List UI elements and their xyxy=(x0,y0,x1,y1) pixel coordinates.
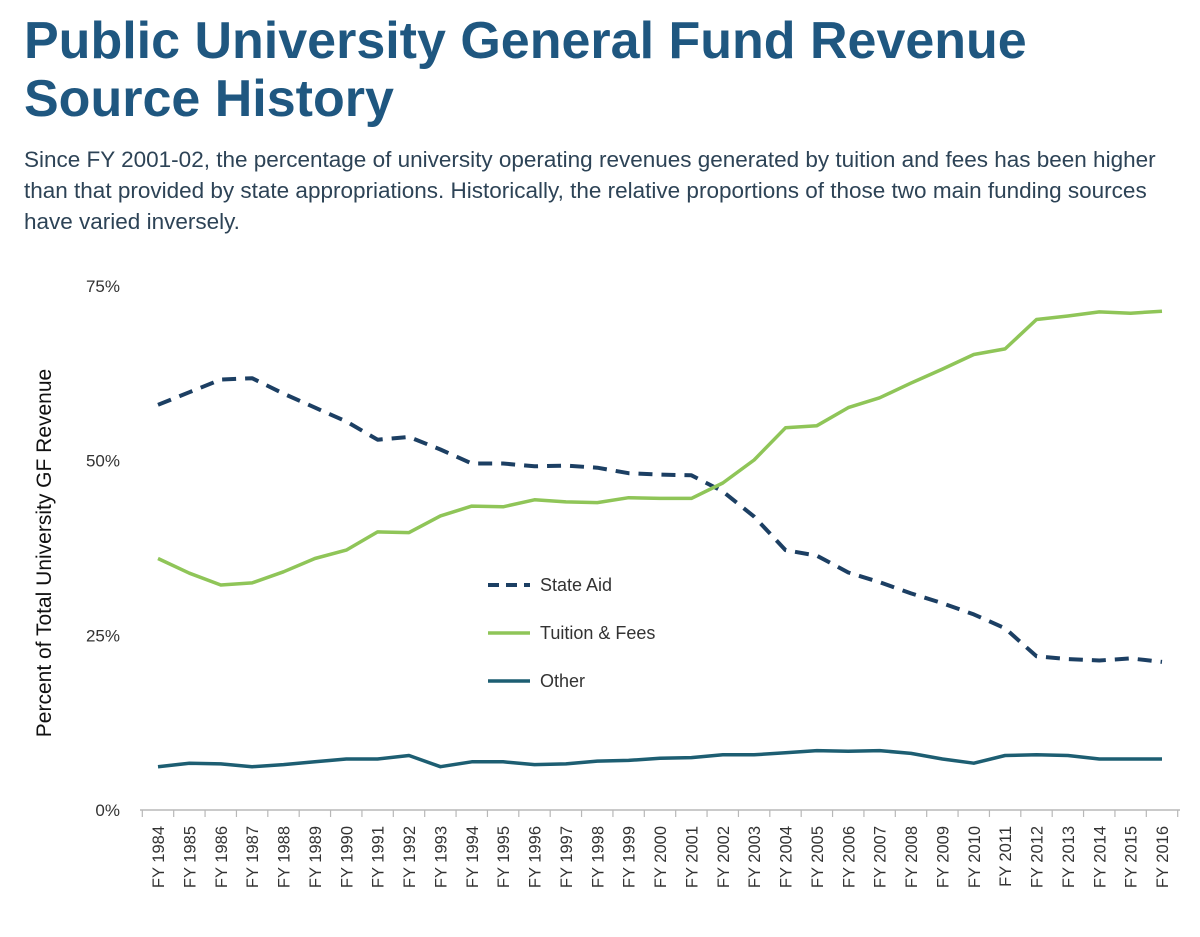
x-tick-label: FY 1990 xyxy=(338,826,356,888)
x-tick-label: FY 2014 xyxy=(1091,826,1109,888)
x-tick-label: FY 1988 xyxy=(276,826,294,888)
chart-series-layer xyxy=(157,309,1163,769)
x-tick-label: FY 2013 xyxy=(1060,826,1078,888)
x-tick-label: FY 2001 xyxy=(683,826,701,888)
x-tick-label: FY 2010 xyxy=(966,826,984,888)
x-tick-label: FY 1994 xyxy=(464,826,482,888)
x-tick-label: FY 1999 xyxy=(621,826,639,888)
x-tick-label: FY 1991 xyxy=(370,826,388,888)
x-tick-label: FY 2015 xyxy=(1123,826,1141,888)
legend-label-other: Other xyxy=(540,671,585,691)
legend-label-tuition-fees: Tuition & Fees xyxy=(540,623,655,643)
y-axis-label: Percent of Total University GF Revenue xyxy=(33,369,56,737)
series-line-state-aid xyxy=(157,376,1163,664)
series-line-tuition-fees xyxy=(157,309,1163,587)
y-tick-label: 75% xyxy=(86,277,120,296)
x-tick-label: FY 2012 xyxy=(1029,826,1047,888)
y-tick-label: 50% xyxy=(86,452,120,471)
x-tick-label: FY 1986 xyxy=(213,826,231,888)
x-tick-label: FY 2016 xyxy=(1154,826,1172,888)
x-tick-label: FY 2011 xyxy=(997,826,1015,887)
y-tick-label: 25% xyxy=(86,626,120,645)
chart-legend: State Aid Tuition & Fees Other xyxy=(488,575,655,691)
x-tick-label: FY 2003 xyxy=(746,826,764,888)
x-tick-label: FY 1987 xyxy=(244,826,262,888)
x-tick-label: FY 2008 xyxy=(903,826,921,888)
x-tick-label: FY 1992 xyxy=(401,826,419,888)
legend-label-state-aid: State Aid xyxy=(540,575,612,595)
chart-axes: FY 1984 FY 1985 FY 1986 FY 1987 FY 1988 FY 19… xyxy=(33,277,1180,888)
page-subtitle: Since FY 2001-02, the percentage of univ… xyxy=(24,147,1156,234)
page-title: Public University General Fund Revenue S… xyxy=(24,12,1027,128)
x-tick-label: FY 2006 xyxy=(840,826,858,888)
x-tick-label: FY 2007 xyxy=(872,826,890,888)
x-tick-label: FY 2005 xyxy=(809,826,827,888)
x-tick-label: FY 1993 xyxy=(432,826,450,888)
series-line-other xyxy=(157,748,1162,769)
x-tick-label: FY 2004 xyxy=(778,826,796,888)
x-tick-label: FY 2000 xyxy=(652,826,670,888)
x-tick-label: FY 1997 xyxy=(558,826,576,888)
y-tick-label: 0% xyxy=(95,801,120,820)
x-tick-label: FY 1996 xyxy=(527,826,545,888)
x-tick-label: FY 2009 xyxy=(934,826,952,888)
x-tick-label: FY 2002 xyxy=(715,826,733,888)
x-tick-label: FY 1995 xyxy=(495,826,513,888)
x-tick-label: FY 1989 xyxy=(307,826,325,888)
x-tick-label: FY 1985 xyxy=(181,826,199,888)
x-tick-label: FY 1998 xyxy=(589,826,607,888)
x-tick-label: FY 1984 xyxy=(150,826,168,888)
